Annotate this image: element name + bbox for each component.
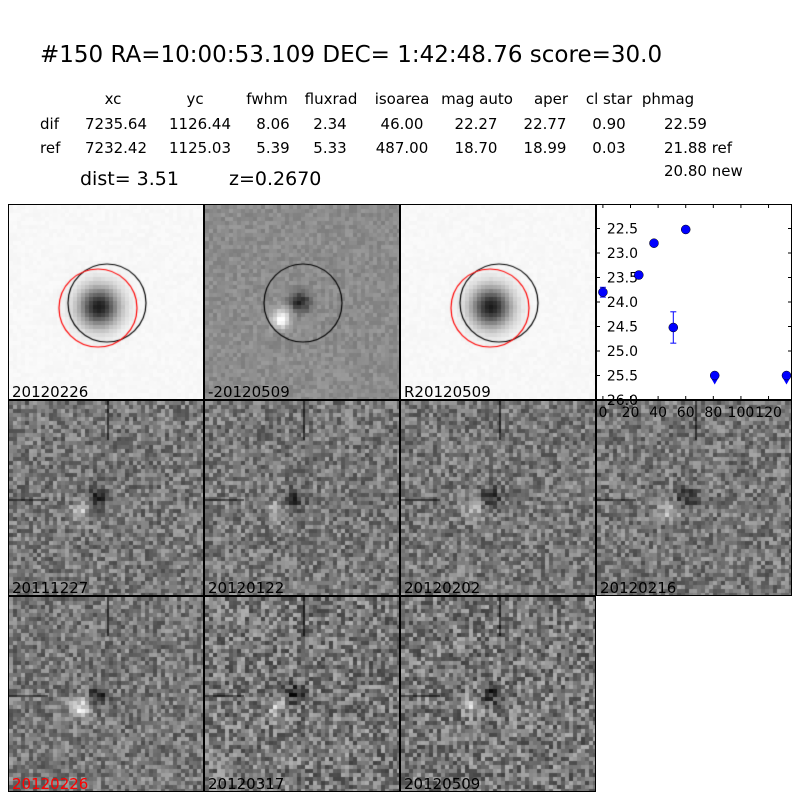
y-tick-label: 25.0 [607, 344, 638, 360]
image-stamp[interactable]: R20120509 [400, 204, 596, 400]
data-point [634, 270, 644, 280]
image-stamp[interactable]: 20111227 [8, 400, 204, 596]
table-cell: 0.03 [592, 139, 626, 157]
plot-area [596, 204, 792, 400]
data-point [598, 287, 608, 297]
column-header: cl star [585, 90, 633, 108]
stamp-label: 20111227 [12, 579, 89, 596]
light-curve-svg: 22.523.023.524.024.525.025.526.00 20 40 60 8… [596, 204, 792, 421]
stamp-image [9, 597, 203, 791]
stamp-image [597, 401, 791, 595]
stamp-label: 20120122 [208, 579, 285, 596]
table-cell: 22.27 [454, 115, 498, 133]
table-cell: 5.33 [313, 139, 347, 157]
stamp-label: 20120226 [12, 775, 89, 792]
stamp-label: 20120317 [208, 775, 285, 792]
table-cell: 0.90 [592, 115, 626, 133]
image-stamp[interactable]: 20120202 [400, 400, 596, 596]
data-point [709, 370, 720, 381]
table-cell: 1125.03 [168, 139, 232, 157]
column-header: fwhm [246, 90, 288, 108]
table-cell: 487.00 [375, 139, 429, 157]
stamp-image [9, 401, 203, 595]
stamp-image [205, 205, 399, 399]
light-curve-chart: 22.5 23.0 23.5 24.0 24.5 25.0 25.5 26.0 0 20 40 60 8… [596, 204, 792, 421]
x-tick-label: 120 [755, 405, 782, 421]
x-tick-label: 20 [622, 405, 640, 421]
x-tick-label: 80 [704, 405, 722, 421]
column-header: aper [533, 90, 569, 108]
x-tick-label: 0 [598, 405, 607, 421]
data-point [680, 224, 691, 235]
column-header: yc [186, 90, 204, 108]
stamp-image [205, 597, 399, 791]
stamp-image [9, 205, 203, 399]
column-header: mag auto [441, 90, 513, 108]
stamp-label: 20120226 [12, 383, 89, 400]
image-stamp[interactable]: 20120216 [596, 400, 792, 596]
page-title: #150 RA=10:00:53.109 DEC= 1:42:48.76 sco… [40, 42, 663, 68]
image-stamp[interactable]: -20120509 [204, 204, 400, 400]
table-cell: 22.59 [664, 115, 707, 133]
y-tick-label: 24.5 [607, 320, 638, 336]
table-cell: 46.00 [380, 115, 424, 133]
stamp-label: 20120216 [600, 579, 677, 596]
column-header: isoarea [374, 90, 430, 108]
stamp-label: R20120509 [404, 383, 491, 400]
table-cell: 2.34 [313, 115, 347, 133]
table-cell: 22.77 [523, 115, 567, 133]
data-point [649, 238, 659, 248]
table-cell: 21.88 ref [664, 139, 733, 157]
redshift-text: z=0.2670 [229, 168, 322, 190]
stamp-image [401, 597, 595, 791]
stamp-image [205, 401, 399, 595]
row-label: ref [40, 139, 61, 157]
table-cell: 5.39 [256, 139, 290, 157]
stamp-label: -20120509 [208, 383, 290, 400]
y-tick-label: 23.5 [607, 271, 638, 287]
column-header: xc [104, 90, 122, 108]
stamp-label: 20120509 [404, 775, 481, 792]
data-point [668, 322, 679, 333]
table-cell: 1126.44 [168, 115, 232, 133]
dist-text: dist= 3.51 [80, 168, 179, 190]
table-cell: 7232.42 [84, 139, 148, 157]
data-point [781, 370, 792, 381]
y-tick-label: 24.0 [607, 295, 638, 311]
image-stamp[interactable]: 20120122 [204, 400, 400, 596]
column-header: fluxrad [304, 90, 358, 108]
y-tick-label: 23.0 [607, 246, 638, 262]
table-cell: 8.06 [256, 115, 290, 133]
y-tick-label: 25.5 [607, 369, 638, 385]
stamp-image [401, 205, 595, 399]
y-tick-label: 22.5 [607, 222, 638, 238]
x-tick-label: 40 [649, 405, 667, 421]
image-stamp[interactable]: 20120509 [400, 596, 596, 792]
x-tick-label: 100 [728, 405, 755, 421]
new-mag-text: 20.80 new [664, 162, 743, 180]
row-label: dif [40, 115, 59, 133]
stamp-image [401, 401, 595, 595]
table-cell: 18.99 [523, 139, 567, 157]
image-stamp[interactable]: 20120226 [8, 204, 204, 400]
image-stamp[interactable]: 20120317 [204, 596, 400, 792]
column-header: phmag [641, 90, 695, 108]
x-tick-label: 60 [677, 405, 695, 421]
table-cell: 7235.64 [84, 115, 148, 133]
stamp-label: 20120202 [404, 579, 481, 596]
image-stamp[interactable]: 20120226 [8, 596, 204, 792]
table-cell: 18.70 [454, 139, 498, 157]
